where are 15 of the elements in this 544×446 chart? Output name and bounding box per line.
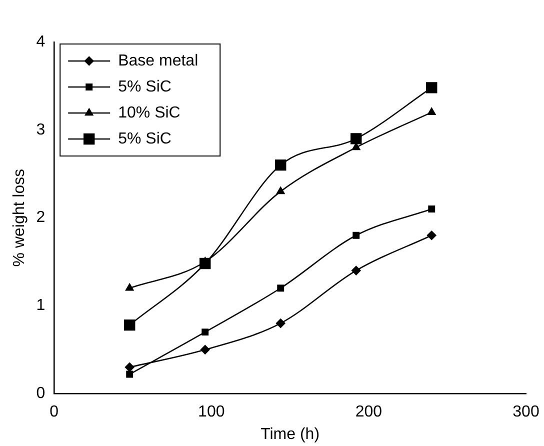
legend-label: 10% SiC — [118, 104, 180, 122]
x-tick-label: 200 — [355, 404, 382, 421]
x-tick-label: 300 — [512, 404, 540, 421]
x-tick-label: 0 — [50, 404, 59, 421]
legend-label: 5% SiC — [118, 78, 172, 96]
y-axis-title: % weight loss — [11, 168, 28, 267]
y-tick-label: 0 — [36, 385, 46, 402]
y-tick-label: 1 — [36, 297, 46, 314]
legend-label: 5% SiC — [118, 130, 172, 148]
x-tick-label: 100 — [198, 404, 225, 421]
y-tick-label: 4 — [36, 33, 46, 50]
y-tick-label: 2 — [36, 209, 46, 226]
x-axis-title: Time (h) — [260, 426, 320, 443]
legend-label: Base metal — [118, 52, 198, 70]
y-tick-label: 3 — [36, 121, 46, 138]
